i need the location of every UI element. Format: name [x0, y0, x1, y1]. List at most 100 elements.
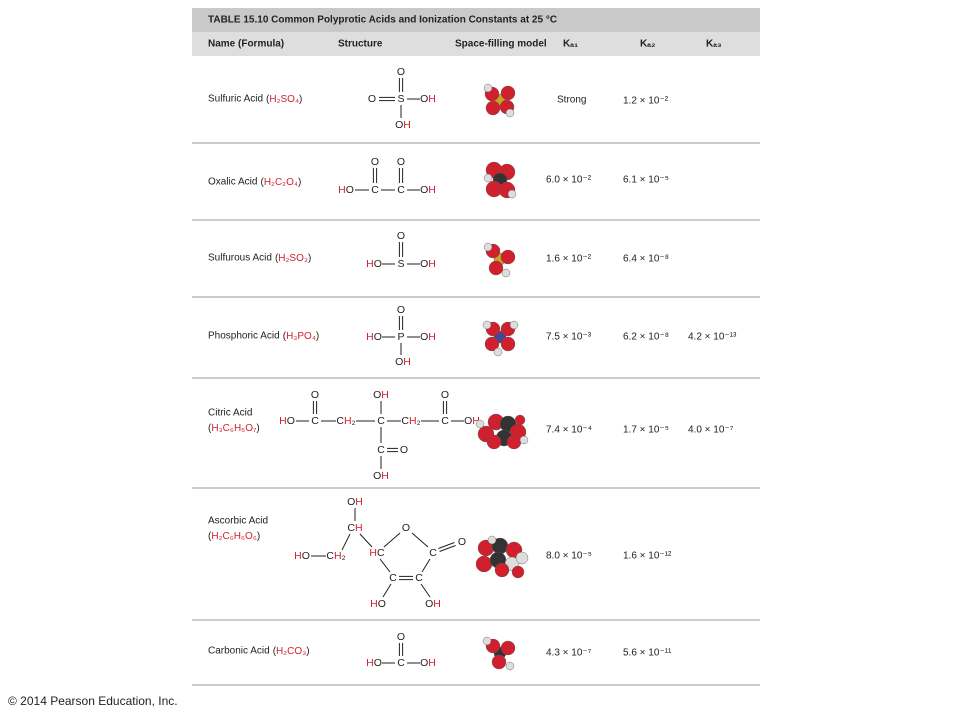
- atom-label: OH: [425, 598, 441, 610]
- atom-label: CH₂: [401, 415, 420, 427]
- title-band: [192, 8, 760, 32]
- atom-label: CH: [347, 522, 362, 534]
- atom-label: CH₂: [326, 550, 345, 562]
- ionization-constant: 7.5 × 10⁻³: [546, 332, 592, 343]
- model-atom: [491, 654, 507, 670]
- atom-label: C: [371, 184, 379, 196]
- bond: [382, 583, 392, 598]
- acid-formula: (H₂C₂O₄): [260, 177, 301, 188]
- atom-label: HO: [279, 415, 295, 427]
- ionization-constant: 1.2 × 10⁻²: [623, 96, 669, 107]
- atom-label: O: [311, 389, 319, 401]
- atom-label: HO: [294, 550, 310, 562]
- atom-label: OH: [420, 331, 436, 343]
- atom-label: O: [441, 389, 449, 401]
- atom-label: HO: [370, 598, 386, 610]
- atom-label: C: [397, 657, 405, 669]
- model-atom: [501, 268, 511, 278]
- atom-label: O: [397, 66, 405, 78]
- atom-label: HO: [366, 331, 382, 343]
- atom-label: C: [311, 415, 319, 427]
- acid-name: Sulfurous Acid: [208, 253, 272, 264]
- bond: [420, 583, 431, 598]
- atom-label: O: [400, 444, 408, 456]
- atom-label: C: [377, 415, 385, 427]
- column-header: Kₐ₂: [640, 39, 655, 50]
- ionization-constant: 5.6 × 10⁻¹¹: [623, 648, 672, 659]
- model-atom: [511, 565, 525, 579]
- atom-label: OH: [395, 119, 411, 131]
- acid-formula: (H₂SO₄): [266, 94, 302, 105]
- atom-label: OH: [373, 470, 389, 482]
- atom-label: CH₂: [336, 415, 355, 427]
- atom-label: C: [429, 547, 437, 559]
- atom-label: HO: [366, 657, 382, 669]
- atom-label: O: [371, 156, 379, 168]
- ionization-constant: 1.6 × 10⁻²: [546, 254, 592, 265]
- model-atom: [515, 551, 529, 565]
- atom-label: C: [415, 572, 423, 584]
- atom-label: HO: [366, 258, 382, 270]
- model-atom: [483, 173, 493, 183]
- copyright: © 2014 Pearson Education, Inc.: [8, 694, 178, 708]
- acid-name: Ascorbic Acid: [208, 516, 268, 527]
- header-band: [192, 32, 760, 56]
- model-atom: [506, 434, 522, 450]
- acid-name: Phosphoric Acid: [208, 331, 280, 342]
- model-atom: [519, 435, 529, 445]
- model-atom: [475, 555, 493, 573]
- model-atom: [494, 562, 510, 578]
- bond: [421, 558, 431, 573]
- atom-label: O: [397, 156, 405, 168]
- bond: [383, 532, 401, 548]
- ionization-constant: 1.6 × 10⁻¹²: [623, 551, 672, 562]
- model-atom: [487, 535, 497, 545]
- model-atom: [493, 347, 503, 357]
- atom-label: S: [397, 93, 404, 105]
- model-atom: [482, 320, 492, 330]
- acid-formula: (H₃PO₄): [283, 331, 320, 342]
- model-atom: [514, 414, 526, 426]
- ionization-constant: Strong: [557, 95, 586, 106]
- model-atom: [475, 419, 485, 429]
- acid-formula: (H₂C₆H₆O₆): [208, 531, 260, 542]
- atom-label: OH: [420, 258, 436, 270]
- model-atom: [482, 636, 492, 646]
- atom-label: C: [397, 184, 405, 196]
- atom-label: HO: [338, 184, 354, 196]
- atom-label: O: [458, 536, 466, 548]
- ionization-constant: 6.2 × 10⁻⁸: [623, 332, 669, 343]
- atom-label: HC: [369, 547, 385, 559]
- atom-label: O: [402, 522, 410, 534]
- acid-name: Oxalic Acid: [208, 177, 257, 188]
- model-atom: [500, 336, 516, 352]
- bond: [411, 532, 429, 548]
- double-bond: [438, 542, 455, 549]
- model-atom: [505, 661, 515, 671]
- acid-formula: (H₂CO₃): [273, 646, 310, 657]
- model-atom: [507, 189, 517, 199]
- atom-label: C: [377, 444, 385, 456]
- column-header: Kₐ₁: [563, 39, 578, 50]
- model-atom: [486, 434, 502, 450]
- atom-label: O: [368, 93, 376, 105]
- ionization-constant: 4.2 × 10⁻¹³: [688, 332, 737, 343]
- atom-label: O: [397, 304, 405, 316]
- atom-label: OH: [395, 356, 411, 368]
- acid-name: Sulfuric Acid: [208, 94, 263, 105]
- column-header: Name (Formula): [208, 39, 284, 50]
- model-atom: [500, 249, 516, 265]
- atom-label: OH: [420, 93, 436, 105]
- column-header: Structure: [338, 39, 383, 50]
- atom-label: OH: [373, 389, 389, 401]
- atom-label: C: [389, 572, 397, 584]
- acid-formula: (H₂SO₃): [275, 253, 311, 264]
- model-atom: [500, 640, 516, 656]
- model-atom: [505, 108, 515, 118]
- bond: [359, 533, 373, 548]
- ionization-constant: 6.1 × 10⁻⁵: [623, 175, 669, 186]
- ionization-constant: 6.0 × 10⁻²: [546, 175, 592, 186]
- double-bond: [439, 545, 456, 552]
- model-atom: [485, 100, 501, 116]
